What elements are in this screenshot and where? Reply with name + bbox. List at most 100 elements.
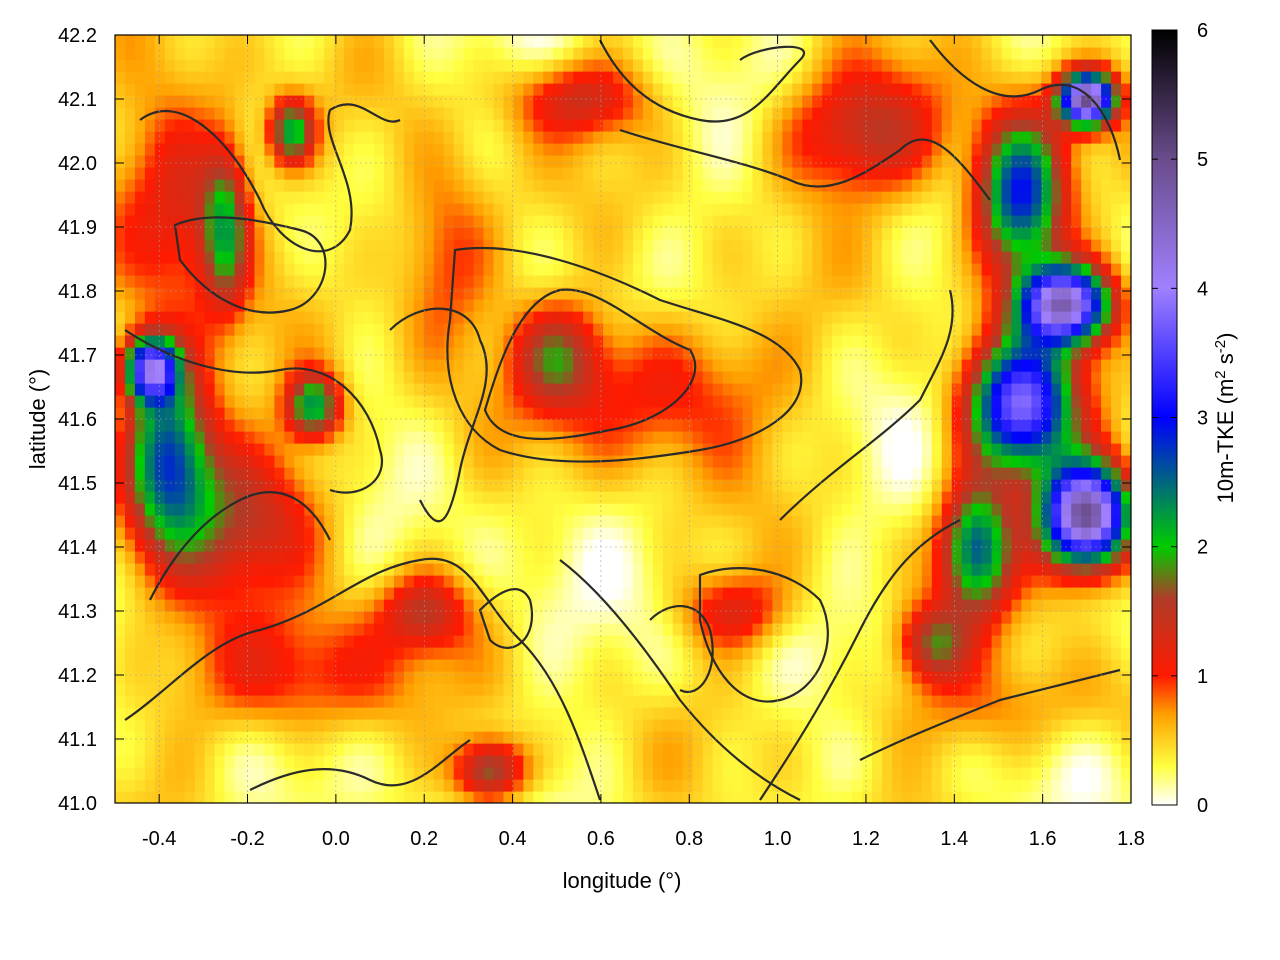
heatmap-cell	[523, 707, 534, 720]
heatmap-cell	[812, 503, 823, 516]
heatmap-cell	[224, 335, 236, 348]
heatmap-cell	[692, 503, 704, 516]
heatmap-cell	[264, 695, 275, 708]
heatmap-cell	[373, 755, 385, 768]
heatmap-cell	[214, 407, 226, 420]
heatmap-cell	[911, 683, 923, 696]
heatmap-cell	[1071, 275, 1082, 288]
heatmap-cell	[921, 791, 933, 803]
heatmap-cell	[553, 623, 564, 636]
heatmap-cell	[852, 563, 863, 576]
heatmap-cell	[792, 695, 803, 708]
heatmap-cell	[493, 635, 505, 648]
heatmap-cell	[842, 743, 853, 756]
heatmap-cell	[364, 323, 375, 336]
heatmap-cell	[204, 323, 216, 336]
heatmap-cell	[921, 371, 933, 384]
heatmap-cell	[553, 311, 564, 324]
heatmap-cell	[234, 635, 246, 648]
heatmap-cell	[623, 527, 634, 540]
heatmap-cell	[931, 659, 943, 672]
heatmap-cell	[1031, 575, 1042, 588]
heatmap-cell	[792, 407, 803, 420]
heatmap-cell	[294, 287, 305, 300]
heatmap-cell	[901, 347, 913, 360]
heatmap-cell	[752, 311, 764, 324]
heatmap-cell	[144, 647, 156, 660]
heatmap-cell	[393, 419, 405, 432]
heatmap-cell	[1031, 587, 1042, 600]
heatmap-cell	[453, 635, 465, 648]
heatmap-cell	[1071, 671, 1082, 684]
heatmap-cell	[334, 311, 345, 324]
heatmap-cell	[214, 491, 226, 504]
heatmap-cell	[503, 539, 515, 552]
heatmap-cell	[891, 587, 903, 600]
heatmap-cell	[294, 431, 305, 444]
heatmap-cell	[1061, 383, 1072, 396]
heatmap-cell	[991, 623, 1003, 636]
heatmap-cell	[632, 227, 644, 240]
heatmap-cell	[1021, 431, 1032, 444]
heatmap-cell	[872, 287, 883, 300]
heatmap-cell	[244, 707, 256, 720]
heatmap-cell	[503, 623, 515, 636]
heatmap-cell	[732, 659, 744, 672]
heatmap-cell	[383, 587, 395, 600]
heatmap-cell	[782, 467, 793, 480]
heatmap-cell	[453, 455, 465, 468]
heatmap-cell	[941, 263, 953, 276]
heatmap-cell	[493, 215, 505, 228]
heatmap-cell	[284, 731, 295, 744]
heatmap-cell	[1111, 527, 1122, 540]
heatmap-cell	[901, 287, 913, 300]
heatmap-cell	[383, 287, 395, 300]
heatmap-cell	[134, 479, 146, 492]
heatmap-cell	[881, 407, 893, 420]
heatmap-cell	[204, 791, 216, 803]
heatmap-cell	[812, 323, 823, 336]
heatmap-cell	[234, 275, 246, 288]
heatmap-cell	[762, 779, 774, 792]
heatmap-cell	[1061, 611, 1072, 624]
heatmap-cell	[852, 503, 863, 516]
heatmap-cell	[792, 647, 803, 660]
heatmap-cell	[483, 491, 495, 504]
heatmap-cell	[702, 719, 714, 732]
heatmap-cell	[792, 263, 803, 276]
heatmap-cell	[682, 455, 694, 468]
heatmap-cell	[324, 647, 335, 660]
heatmap-cell	[842, 239, 853, 252]
heatmap-cell	[981, 731, 993, 744]
heatmap-cell	[194, 323, 206, 336]
heatmap-cell	[124, 515, 136, 528]
heatmap-cell	[154, 623, 166, 636]
heatmap-cell	[991, 251, 1003, 264]
heatmap-cell	[921, 587, 933, 600]
heatmap-cell	[862, 659, 873, 672]
heatmap-cell	[124, 743, 136, 756]
heatmap-cell	[862, 263, 873, 276]
heatmap-cell	[423, 227, 435, 240]
heatmap-cell	[413, 695, 425, 708]
heatmap-cell	[214, 683, 226, 696]
heatmap-cell	[124, 227, 136, 240]
heatmap-cell	[732, 263, 744, 276]
heatmap-cell	[652, 623, 664, 636]
heatmap-cell	[593, 527, 604, 540]
heatmap-cell	[672, 359, 684, 372]
heatmap-cell	[124, 563, 136, 576]
heatmap-cell	[702, 263, 714, 276]
heatmap-cell	[822, 575, 833, 588]
heatmap-cell	[941, 215, 953, 228]
heatmap-cell	[842, 515, 853, 528]
heatmap-cell	[951, 491, 963, 504]
heatmap-cell	[563, 419, 574, 432]
heatmap-cell	[403, 275, 415, 288]
heatmap-cell	[493, 647, 505, 660]
heatmap-cell	[802, 239, 813, 252]
heatmap-cell	[732, 323, 744, 336]
heatmap-cell	[1061, 455, 1072, 468]
heatmap-cell	[354, 683, 365, 696]
heatmap-cell	[712, 719, 724, 732]
